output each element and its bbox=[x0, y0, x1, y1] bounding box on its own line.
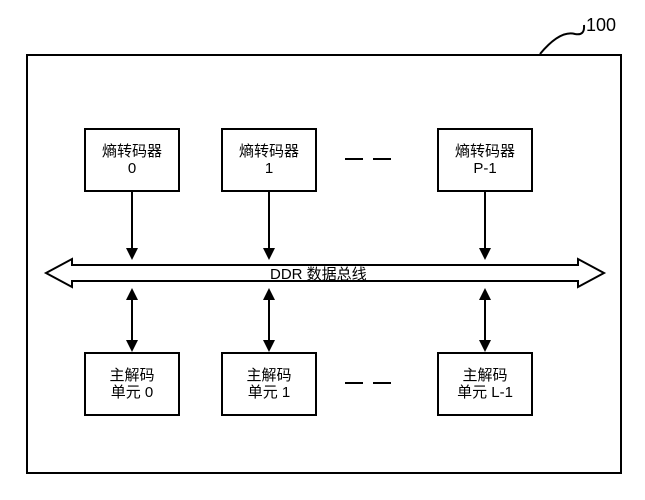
ddr-bus-label: DDR 数据总线 bbox=[270, 263, 367, 284]
node-index: 单元 0 bbox=[111, 383, 154, 403]
main-decoder-0: 主解码 单元 0 bbox=[84, 352, 180, 416]
arrow-down-icon bbox=[479, 248, 491, 260]
connector-line bbox=[131, 298, 133, 342]
connector-line bbox=[484, 298, 486, 342]
ellipsis-bottom bbox=[345, 382, 391, 384]
main-decoder-1: 主解码 单元 1 bbox=[221, 352, 317, 416]
connector-line bbox=[268, 192, 270, 250]
node-index: 单元 L-1 bbox=[457, 383, 513, 403]
arrow-down-icon bbox=[263, 340, 275, 352]
connector-line bbox=[268, 298, 270, 342]
arrow-down-icon bbox=[126, 248, 138, 260]
arrow-down-icon bbox=[126, 340, 138, 352]
arrow-down-icon bbox=[479, 340, 491, 352]
node-index: 单元 1 bbox=[248, 383, 291, 403]
ddr-bus-arrow bbox=[0, 0, 645, 500]
main-decoder-l-1: 主解码 单元 L-1 bbox=[437, 352, 533, 416]
dash-icon bbox=[345, 382, 363, 384]
arrow-down-icon bbox=[263, 248, 275, 260]
connector-line bbox=[484, 192, 486, 250]
connector-line bbox=[131, 192, 133, 250]
dash-icon bbox=[373, 382, 391, 384]
